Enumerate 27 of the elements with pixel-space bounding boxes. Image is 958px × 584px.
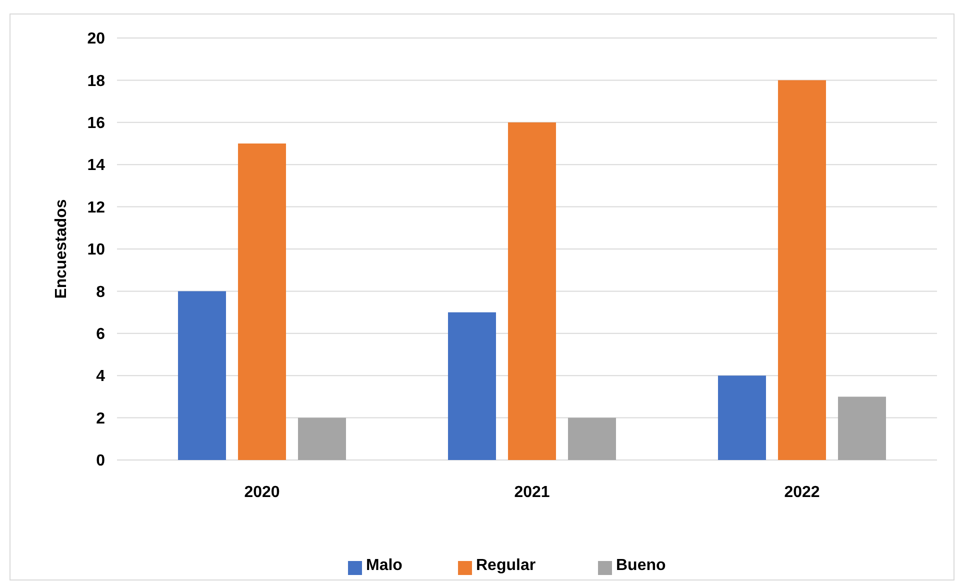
- y-tick-label: 8: [96, 284, 106, 301]
- y-tick-label: 16: [87, 115, 106, 132]
- y-tick-label: 18: [87, 72, 106, 90]
- y-axis-title: Encuestados: [53, 199, 70, 299]
- bar: [778, 80, 826, 460]
- y-tick-label: 4: [96, 368, 106, 386]
- bar: [238, 144, 286, 460]
- bar: [298, 418, 346, 460]
- y-tick-label: 0: [96, 452, 106, 470]
- y-tick-label: 10: [87, 242, 106, 259]
- y-tick-label: 12: [87, 199, 106, 216]
- bar: [718, 376, 766, 460]
- y-tick-label: 14: [87, 157, 106, 174]
- bar: [448, 312, 496, 460]
- bar: [838, 396, 886, 460]
- x-tick-label: 2022: [784, 484, 820, 501]
- legend-label: Regular: [476, 557, 536, 574]
- y-tick-label: 20: [87, 30, 106, 48]
- bar: [508, 122, 556, 460]
- bar: [568, 418, 616, 460]
- legend-label: Malo: [366, 557, 403, 574]
- x-tick-label: 2020: [244, 484, 280, 501]
- legend-label: Bueno: [616, 557, 666, 574]
- y-tick-label: 2: [96, 410, 106, 428]
- y-tick-label: 6: [96, 326, 106, 343]
- x-tick-label: 2021: [514, 484, 550, 501]
- bar: [178, 291, 226, 460]
